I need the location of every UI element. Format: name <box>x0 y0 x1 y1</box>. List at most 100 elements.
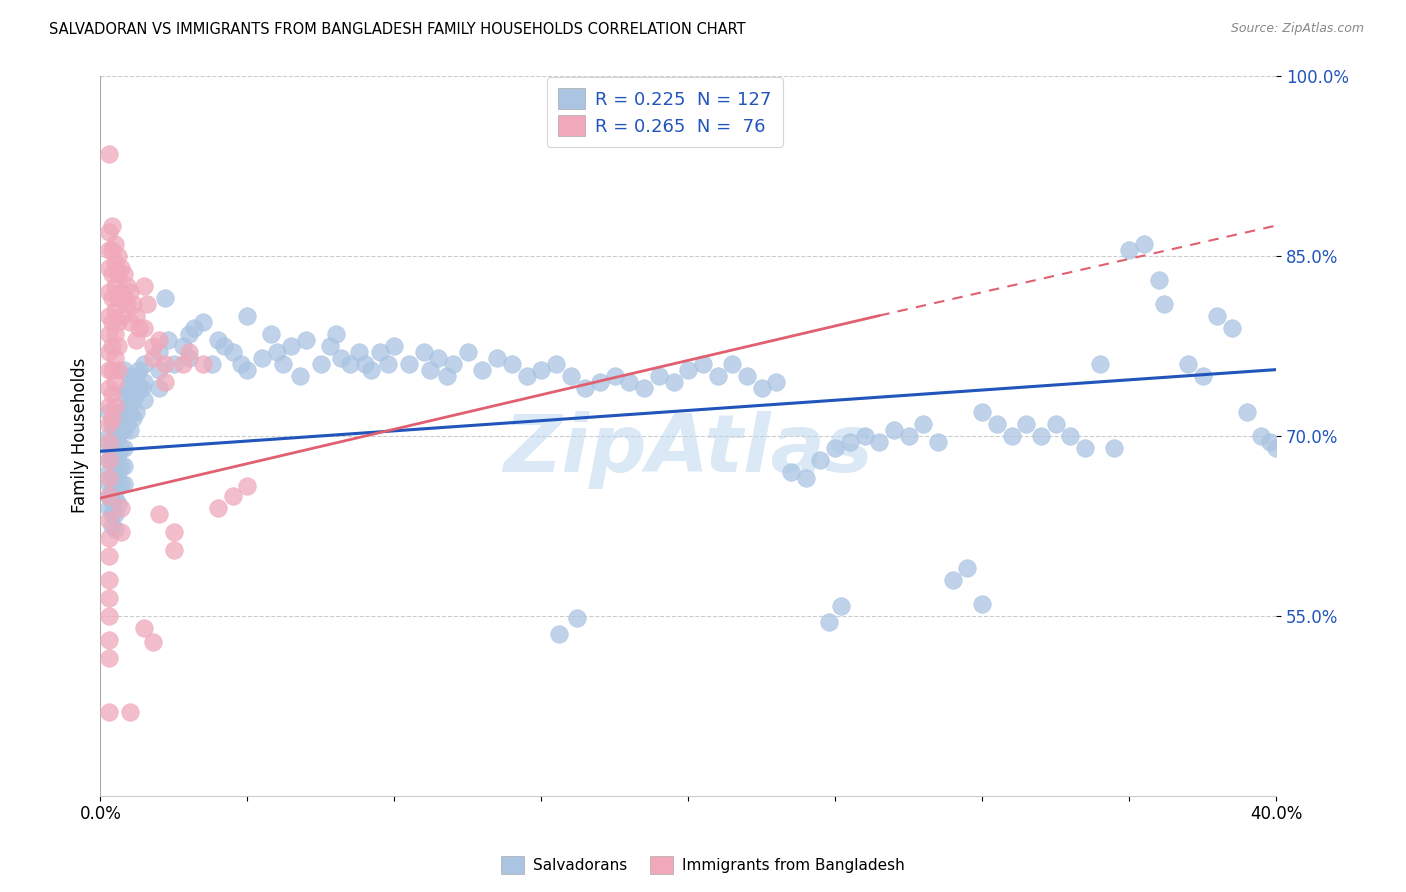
Point <box>1177 357 1199 371</box>
Point <box>295 333 318 347</box>
Point <box>419 362 441 376</box>
Point <box>360 362 382 376</box>
Point <box>101 434 124 449</box>
Point <box>676 362 699 376</box>
Point <box>163 524 186 539</box>
Point <box>115 296 138 310</box>
Point <box>868 434 890 449</box>
Point <box>436 368 458 383</box>
Point <box>172 357 194 371</box>
Point <box>136 296 159 310</box>
Point <box>131 381 153 395</box>
Point <box>104 326 127 341</box>
Point <box>101 243 124 257</box>
Point <box>101 483 124 497</box>
Point <box>112 476 135 491</box>
Point <box>110 309 132 323</box>
Point <box>98 573 121 587</box>
Point <box>101 219 124 233</box>
Point <box>148 333 170 347</box>
Point <box>236 362 259 376</box>
Point <box>98 452 121 467</box>
Point <box>986 417 1008 431</box>
Point <box>574 381 596 395</box>
Point <box>172 338 194 352</box>
Point <box>101 338 124 352</box>
Text: ZipAtlas: ZipAtlas <box>503 411 873 489</box>
Point <box>98 476 121 491</box>
Point <box>280 338 302 352</box>
Point <box>112 386 135 401</box>
Point <box>110 404 132 418</box>
Point <box>1153 296 1175 310</box>
Point <box>221 489 243 503</box>
Point <box>104 522 127 536</box>
Point <box>1104 441 1126 455</box>
Point <box>98 428 121 442</box>
Point <box>110 441 132 455</box>
Point <box>112 458 135 473</box>
Point <box>368 344 391 359</box>
Point <box>104 399 127 413</box>
Point <box>516 368 538 383</box>
Point <box>250 351 273 365</box>
Point <box>1133 236 1156 251</box>
Point <box>101 386 124 401</box>
Point <box>134 375 156 389</box>
Point <box>104 458 127 473</box>
Point <box>98 243 121 257</box>
Point <box>98 404 121 418</box>
Y-axis label: Family Households: Family Households <box>72 358 89 513</box>
Point <box>309 357 332 371</box>
Point <box>104 423 127 437</box>
Point <box>101 507 124 521</box>
Point <box>110 423 132 437</box>
Point <box>810 452 832 467</box>
Point <box>134 278 156 293</box>
Point <box>398 357 420 371</box>
Point <box>207 500 229 515</box>
Point <box>501 357 523 371</box>
Point <box>956 560 979 574</box>
Point <box>318 338 340 352</box>
Point <box>1206 309 1229 323</box>
Point <box>112 423 135 437</box>
Point <box>662 375 685 389</box>
Point <box>1118 243 1140 257</box>
Point <box>98 591 121 605</box>
Point <box>118 386 141 401</box>
Point <box>735 368 758 383</box>
Point <box>927 434 949 449</box>
Point <box>104 254 127 268</box>
Point <box>110 285 132 299</box>
Point <box>118 404 141 418</box>
Point <box>619 375 641 389</box>
Point <box>98 285 121 299</box>
Text: Source: ZipAtlas.com: Source: ZipAtlas.com <box>1230 22 1364 36</box>
Point <box>1045 417 1067 431</box>
Point <box>110 458 132 473</box>
Legend: R = 0.225  N = 127, R = 0.265  N =  76: R = 0.225 N = 127, R = 0.265 N = 76 <box>547 78 783 147</box>
Point <box>589 375 612 389</box>
Point <box>98 309 121 323</box>
Point <box>107 267 129 281</box>
Point <box>112 267 135 281</box>
Point <box>107 465 129 479</box>
Point <box>134 320 156 334</box>
Point <box>98 513 121 527</box>
Point <box>98 452 121 467</box>
Point <box>148 362 170 376</box>
Point <box>412 344 434 359</box>
Point <box>118 423 141 437</box>
Point <box>107 428 129 442</box>
Point <box>110 524 132 539</box>
Point <box>153 375 176 389</box>
Point <box>1250 428 1272 442</box>
Point <box>142 351 165 365</box>
Point <box>148 344 170 359</box>
Point <box>633 381 655 395</box>
Point <box>692 357 714 371</box>
Point <box>104 491 127 505</box>
Point <box>107 447 129 461</box>
Point <box>1147 272 1170 286</box>
